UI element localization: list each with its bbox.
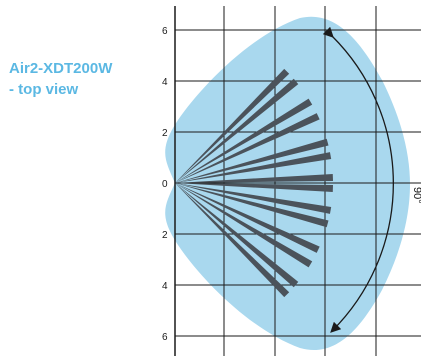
y-axis-ticks: 6 4 2 0 2 4 6: [162, 26, 168, 343]
title-line-1: Air2-XDT200W: [9, 60, 113, 77]
y-tick-label: 0: [162, 179, 168, 190]
detection-beam: [175, 68, 290, 183]
detection-beam: [175, 183, 313, 268]
detection-beam: [175, 173, 333, 183]
detection-beam: [175, 152, 332, 183]
y-tick-label: 4: [162, 77, 168, 88]
y-tick-label: 4: [162, 281, 168, 292]
detection-beam: [175, 183, 333, 193]
detection-beam: [175, 113, 320, 183]
y-tick-label: 2: [162, 128, 168, 139]
detection-beam: [175, 183, 320, 253]
detection-beam: [175, 78, 299, 183]
detection-beam: [175, 138, 329, 183]
detection-beams: [175, 68, 333, 298]
y-tick-label: 6: [162, 26, 168, 37]
detection-beam: [175, 183, 329, 228]
detection-beam: [175, 183, 290, 298]
detection-beam: [175, 98, 313, 183]
diagram-title: Air2-XDT200W - top view: [9, 58, 159, 100]
y-tick-label: 6: [162, 332, 168, 343]
grid: [174, 6, 421, 356]
angle-arc: [322, 26, 394, 333]
angle-label: 90°: [411, 187, 421, 204]
y-tick-label: 2: [162, 230, 168, 241]
detection-beam: [175, 183, 332, 214]
detection-beam: [175, 183, 299, 288]
title-line-2: - top view: [9, 81, 79, 98]
